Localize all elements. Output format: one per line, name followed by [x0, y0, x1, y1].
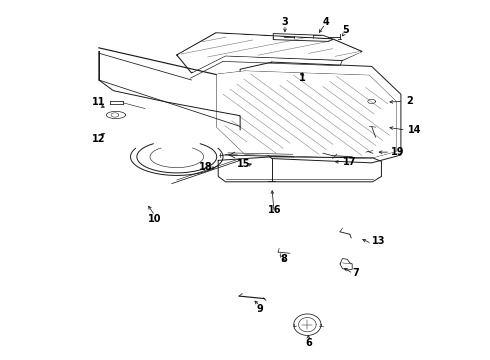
Text: 15: 15: [237, 159, 251, 169]
Text: 12: 12: [92, 134, 105, 144]
Text: 7: 7: [352, 268, 359, 278]
Text: 2: 2: [406, 96, 413, 107]
Text: 3: 3: [282, 17, 288, 27]
Text: 17: 17: [343, 157, 356, 167]
Text: 9: 9: [256, 303, 263, 314]
Text: 8: 8: [281, 253, 288, 264]
Text: 19: 19: [391, 147, 405, 157]
Polygon shape: [217, 71, 396, 158]
Text: 11: 11: [92, 97, 105, 107]
Text: 6: 6: [305, 338, 312, 347]
Text: 16: 16: [268, 205, 281, 215]
Text: 13: 13: [372, 236, 385, 246]
Text: 14: 14: [408, 125, 422, 135]
Text: 4: 4: [323, 17, 330, 27]
Text: 1: 1: [299, 73, 306, 83]
Text: 5: 5: [343, 25, 349, 35]
Text: 10: 10: [148, 214, 162, 224]
Polygon shape: [179, 33, 361, 72]
Text: 18: 18: [199, 162, 213, 172]
